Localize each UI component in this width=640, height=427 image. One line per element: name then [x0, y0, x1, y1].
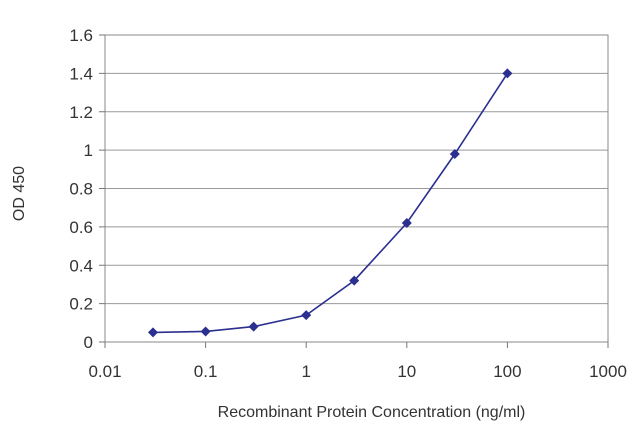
x-axis-title: Recombinant Protein Concentration (ng/ml…	[218, 404, 526, 421]
y-tick-label: 0.2	[69, 295, 93, 314]
data-point	[449, 148, 460, 159]
y-axis-title: OD 450	[11, 166, 28, 221]
series-line	[152, 72, 509, 334]
x-tick-label: 100	[493, 362, 521, 381]
y-tick-label: 1.4	[69, 64, 93, 83]
data-point	[200, 326, 211, 337]
x-tick-label: 0.1	[194, 362, 218, 381]
gridlines	[105, 72, 608, 305]
data-point	[502, 68, 513, 79]
y-tick-label: 1	[84, 141, 93, 160]
y-tick-label: 0.4	[69, 256, 93, 275]
y-tick-label: 0	[84, 333, 93, 352]
x-tick-label: 1	[301, 362, 310, 381]
data-point	[248, 321, 259, 332]
data-point	[349, 275, 360, 286]
x-tick-label: 1000	[589, 362, 627, 381]
y-tick-label: 1.2	[69, 103, 93, 122]
y-axis: 0 0.2 0.4 0.6 0.8 1 1.2 1.4 1.6	[69, 26, 105, 352]
y-tick-label: 0.8	[69, 180, 93, 199]
data-point	[401, 218, 412, 229]
data-point	[147, 327, 158, 338]
data-point	[301, 310, 312, 321]
x-axis: 0.01 0.1 1 10 100 1000	[88, 342, 627, 381]
series	[147, 68, 513, 338]
y-tick-label: 1.6	[69, 26, 93, 45]
x-tick-label: 10	[397, 362, 416, 381]
x-tick-label: 0.01	[88, 362, 121, 381]
y-tick-label: 0.6	[69, 218, 93, 237]
